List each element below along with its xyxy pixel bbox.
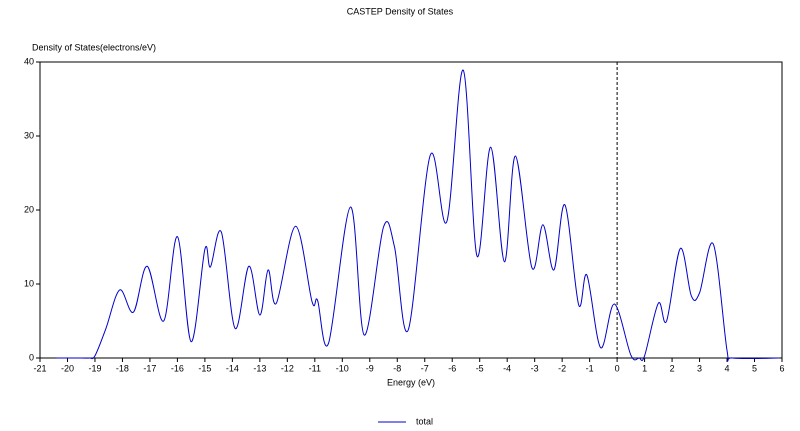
x-tick-label: 2: [670, 363, 675, 373]
x-tick-label: -1: [586, 363, 594, 373]
x-axis-label: Energy (eV): [387, 377, 435, 387]
legend-label: total: [416, 416, 433, 426]
x-tick-label: -2: [558, 363, 566, 373]
x-tick-label: -6: [448, 363, 456, 373]
dos-line: [56, 69, 780, 362]
x-tick-label: -7: [421, 363, 429, 373]
x-tick-label: -18: [116, 363, 129, 373]
x-tick-label: -4: [503, 363, 511, 373]
x-tick-label: -21: [33, 363, 46, 373]
y-tick-label: 30: [24, 130, 34, 140]
x-tick-label: -9: [366, 363, 374, 373]
x-tick-label: -20: [61, 363, 74, 373]
x-tick-label: 1: [642, 363, 647, 373]
x-tick-label: -8: [393, 363, 401, 373]
x-tick-label: -12: [281, 363, 294, 373]
x-tick-label: 0: [615, 363, 620, 373]
x-tick-label: -10: [336, 363, 349, 373]
y-tick-label: 0: [29, 352, 34, 362]
x-tick-label: -14: [226, 363, 239, 373]
x-tick-label: 6: [779, 363, 784, 373]
x-tick-label: 5: [752, 363, 757, 373]
x-tick-label: -11: [309, 363, 321, 373]
x-tick-label: -16: [171, 363, 184, 373]
y-axis-label: Density of States(electrons/eV): [32, 42, 156, 52]
x-tick-label: -15: [198, 363, 211, 373]
x-tick-label: 4: [725, 363, 730, 373]
x-tick-label: -13: [253, 363, 266, 373]
y-tick-label: 10: [24, 278, 34, 288]
x-tick-label: -3: [531, 363, 539, 373]
x-tick-label: -17: [143, 363, 156, 373]
chart-title: CASTEP Density of States: [347, 6, 454, 16]
x-tick-label: -5: [476, 363, 484, 373]
y-tick-label: 40: [24, 56, 34, 66]
x-tick-label: -19: [88, 363, 101, 373]
x-tick-label: 3: [697, 363, 702, 373]
y-tick-label: 20: [24, 204, 34, 214]
